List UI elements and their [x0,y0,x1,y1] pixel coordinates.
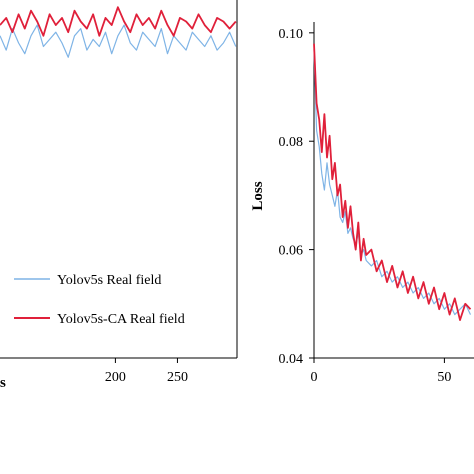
left-series-line-yolov5s-real-field [0,24,237,58]
legend-label-yolov5s-ca: Yolov5s-CA Real field [57,312,185,327]
right-series-line-yolov5s-ca-real-field [313,43,472,322]
left-series-line-yolov5s-ca-real-field [0,6,237,37]
left-x-tick-label: 200 [105,370,126,385]
right-y-tick-label: 0.10 [279,27,304,42]
legend-label-yolov5s: Yolov5s Real field [57,273,161,288]
left-panel: 200 250 s Yolov5s Real field Yolov5s-CA R… [0,0,238,391]
right-x-tick-label: 0 [311,370,318,385]
left-panel-x-axis-title: s [0,375,6,391]
right-panel-y-axis-title: Loss [250,181,266,210]
right-y-tick-label: 0.06 [279,244,304,259]
right-panel: 0 50 0.04 0.06 0.08 0.10 Loss [250,22,474,385]
right-x-tick-label: 50 [437,370,451,385]
left-x-tick-label: 250 [167,370,188,385]
legend: Yolov5s Real field Yolov5s-CA Real field [14,273,185,327]
right-y-tick-label: 0.04 [279,352,304,367]
right-y-tick-label: 0.08 [279,135,304,150]
right-series-line-yolov5s-real-field [313,49,472,316]
